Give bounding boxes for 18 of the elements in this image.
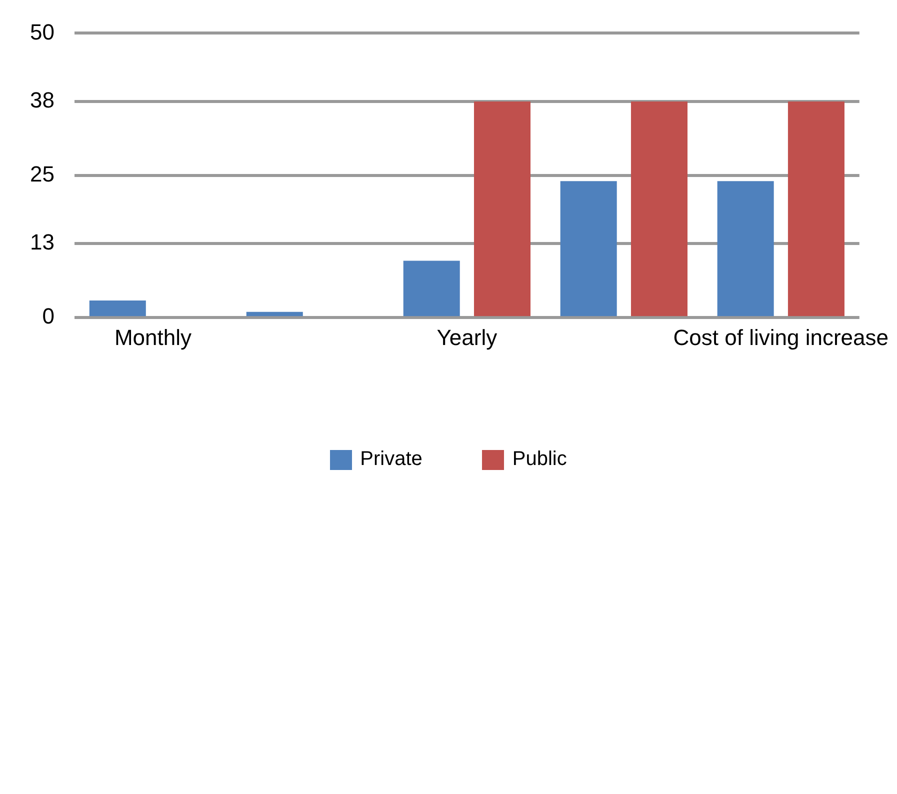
bar: [246, 312, 303, 316]
bar: [788, 101, 844, 316]
x-tick-label: Cost of living increase: [673, 324, 889, 350]
bar: [474, 101, 531, 316]
y-tick-label: 38: [30, 88, 54, 113]
bar: [630, 101, 688, 316]
x-tick-label: Yearly: [436, 324, 498, 350]
y-tick-label: 0: [42, 304, 54, 329]
bar: [403, 260, 460, 316]
x-tick-label: Monthly: [114, 324, 192, 350]
bar: [89, 300, 146, 316]
y-tick-label: 13: [30, 230, 54, 255]
bar: [717, 181, 774, 316]
legend-label: Public: [512, 448, 567, 471]
y-tick-label: 50: [30, 19, 54, 44]
bar: [560, 181, 617, 316]
y-tick-label: 25: [30, 161, 54, 186]
legend-label: Private: [360, 448, 422, 471]
